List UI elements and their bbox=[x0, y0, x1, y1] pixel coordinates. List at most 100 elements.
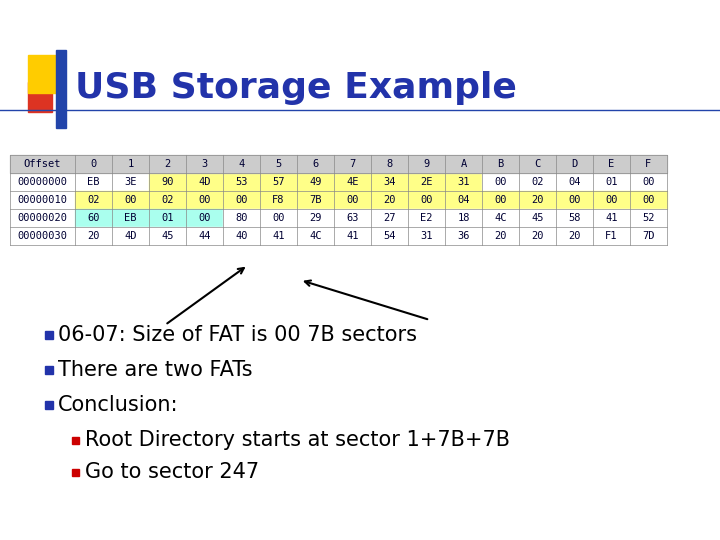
Bar bbox=[297, 209, 334, 227]
Bar bbox=[593, 209, 630, 227]
Text: 7: 7 bbox=[349, 159, 356, 169]
Text: 00: 00 bbox=[272, 213, 284, 223]
Text: 20: 20 bbox=[494, 231, 507, 241]
Text: Root Directory starts at sector 1+7B+7B: Root Directory starts at sector 1+7B+7B bbox=[85, 430, 510, 450]
Text: 49: 49 bbox=[310, 177, 322, 187]
Bar bbox=[445, 155, 482, 173]
Text: 9: 9 bbox=[423, 159, 430, 169]
Bar bbox=[260, 173, 297, 191]
Text: 06-07: Size of FAT is 00 7B sectors: 06-07: Size of FAT is 00 7B sectors bbox=[58, 325, 417, 345]
Bar bbox=[593, 173, 630, 191]
Bar bbox=[75, 173, 112, 191]
Text: 90: 90 bbox=[161, 177, 174, 187]
Text: 2E: 2E bbox=[420, 177, 433, 187]
Bar bbox=[630, 173, 667, 191]
Text: 41: 41 bbox=[346, 231, 359, 241]
Text: 20: 20 bbox=[531, 195, 544, 205]
Bar bbox=[482, 209, 519, 227]
Text: 4C: 4C bbox=[494, 213, 507, 223]
Text: 20: 20 bbox=[531, 231, 544, 241]
Text: 00: 00 bbox=[568, 195, 581, 205]
Bar bbox=[297, 173, 334, 191]
Text: 2: 2 bbox=[164, 159, 171, 169]
Text: F1: F1 bbox=[606, 231, 618, 241]
Text: 18: 18 bbox=[457, 213, 469, 223]
Bar bbox=[482, 155, 519, 173]
Bar bbox=[334, 227, 371, 245]
Bar bbox=[149, 155, 186, 173]
Text: 4D: 4D bbox=[198, 177, 211, 187]
Text: 45: 45 bbox=[161, 231, 174, 241]
Bar bbox=[45, 401, 53, 409]
Text: 80: 80 bbox=[235, 213, 248, 223]
Text: 04: 04 bbox=[568, 177, 581, 187]
Text: 4D: 4D bbox=[125, 231, 137, 241]
Bar bbox=[10, 155, 75, 173]
Bar bbox=[371, 191, 408, 209]
Bar bbox=[445, 227, 482, 245]
Bar bbox=[186, 227, 223, 245]
Bar bbox=[408, 227, 445, 245]
Bar bbox=[297, 155, 334, 173]
Text: 4E: 4E bbox=[346, 177, 359, 187]
Text: 3E: 3E bbox=[125, 177, 137, 187]
Text: 00: 00 bbox=[642, 177, 654, 187]
Text: USB Storage Example: USB Storage Example bbox=[75, 71, 517, 105]
Bar bbox=[186, 155, 223, 173]
Text: 02: 02 bbox=[87, 195, 100, 205]
Text: 00: 00 bbox=[125, 195, 137, 205]
Text: 00: 00 bbox=[198, 213, 211, 223]
Bar bbox=[112, 227, 149, 245]
Text: 00: 00 bbox=[606, 195, 618, 205]
Bar bbox=[149, 209, 186, 227]
Bar bbox=[260, 209, 297, 227]
Bar bbox=[223, 191, 260, 209]
Bar bbox=[556, 191, 593, 209]
Text: 20: 20 bbox=[87, 231, 100, 241]
Text: 63: 63 bbox=[346, 213, 359, 223]
Bar bbox=[223, 227, 260, 245]
Bar bbox=[149, 227, 186, 245]
Text: A: A bbox=[460, 159, 467, 169]
Bar bbox=[334, 155, 371, 173]
Text: 01: 01 bbox=[606, 177, 618, 187]
Bar bbox=[334, 191, 371, 209]
Text: 34: 34 bbox=[383, 177, 396, 187]
Bar bbox=[112, 155, 149, 173]
Bar bbox=[10, 209, 75, 227]
Text: EB: EB bbox=[87, 177, 100, 187]
Text: Go to sector 247: Go to sector 247 bbox=[85, 462, 259, 482]
Text: 00: 00 bbox=[494, 177, 507, 187]
Text: 44: 44 bbox=[198, 231, 211, 241]
Text: C: C bbox=[534, 159, 541, 169]
Bar bbox=[593, 155, 630, 173]
Bar bbox=[186, 191, 223, 209]
Bar bbox=[45, 366, 53, 374]
Text: 53: 53 bbox=[235, 177, 248, 187]
Bar bbox=[72, 469, 79, 476]
Bar bbox=[297, 227, 334, 245]
Text: 29: 29 bbox=[310, 213, 322, 223]
Text: 0: 0 bbox=[91, 159, 96, 169]
Bar bbox=[445, 191, 482, 209]
Text: F: F bbox=[645, 159, 652, 169]
Bar bbox=[408, 155, 445, 173]
Text: 00: 00 bbox=[235, 195, 248, 205]
Text: 02: 02 bbox=[531, 177, 544, 187]
Bar bbox=[112, 173, 149, 191]
Bar bbox=[371, 209, 408, 227]
Text: 40: 40 bbox=[235, 231, 248, 241]
Bar bbox=[10, 173, 75, 191]
Bar bbox=[556, 209, 593, 227]
Text: 00: 00 bbox=[346, 195, 359, 205]
Text: 02: 02 bbox=[161, 195, 174, 205]
Bar bbox=[519, 209, 556, 227]
Bar bbox=[371, 155, 408, 173]
Bar bbox=[297, 191, 334, 209]
Bar bbox=[75, 209, 112, 227]
Text: 00: 00 bbox=[494, 195, 507, 205]
Text: 41: 41 bbox=[272, 231, 284, 241]
Bar bbox=[28, 55, 63, 93]
Text: EB: EB bbox=[125, 213, 137, 223]
Text: 31: 31 bbox=[420, 231, 433, 241]
